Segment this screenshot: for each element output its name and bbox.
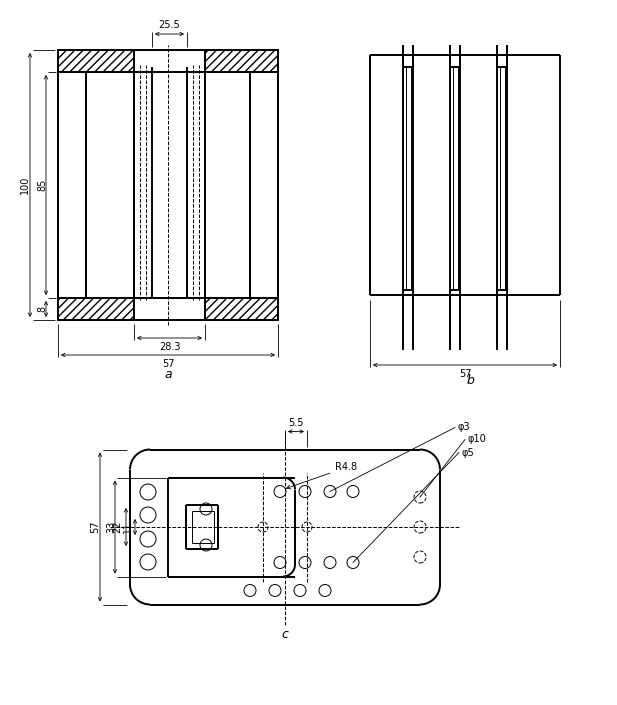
- Bar: [205, 50, 278, 72]
- Circle shape: [319, 584, 331, 596]
- Circle shape: [200, 503, 212, 515]
- Circle shape: [200, 539, 212, 551]
- Circle shape: [299, 556, 311, 568]
- Text: 8: 8: [37, 306, 47, 312]
- Text: 100: 100: [20, 176, 30, 194]
- Text: 57: 57: [90, 521, 100, 533]
- Circle shape: [414, 521, 426, 533]
- Circle shape: [302, 522, 312, 532]
- Text: φ5: φ5: [462, 448, 474, 458]
- Circle shape: [299, 486, 311, 498]
- Circle shape: [269, 584, 281, 596]
- Bar: [58, 50, 134, 72]
- Text: φ3: φ3: [458, 422, 471, 432]
- Bar: [58, 298, 134, 320]
- Bar: [58, 50, 134, 72]
- Text: 33: 33: [106, 521, 116, 533]
- Circle shape: [140, 531, 156, 547]
- Bar: [205, 298, 278, 320]
- Text: 11: 11: [123, 521, 132, 533]
- Bar: [58, 298, 134, 320]
- Text: 28.3: 28.3: [159, 342, 180, 352]
- Circle shape: [274, 556, 286, 568]
- Text: R4.8: R4.8: [286, 462, 357, 489]
- Text: 5.5: 5.5: [288, 417, 304, 427]
- Text: c: c: [281, 628, 288, 641]
- Circle shape: [140, 507, 156, 523]
- Circle shape: [324, 556, 336, 568]
- Circle shape: [140, 554, 156, 570]
- Circle shape: [294, 584, 306, 596]
- Circle shape: [347, 486, 359, 498]
- Text: 85: 85: [37, 179, 47, 191]
- Circle shape: [414, 491, 426, 503]
- Text: 57: 57: [459, 369, 471, 379]
- Circle shape: [347, 556, 359, 568]
- Circle shape: [258, 522, 268, 532]
- Text: b: b: [466, 374, 474, 386]
- Bar: [205, 50, 278, 72]
- Circle shape: [414, 551, 426, 563]
- Circle shape: [140, 484, 156, 500]
- Text: a: a: [164, 369, 172, 381]
- Text: 57: 57: [162, 359, 174, 369]
- Circle shape: [324, 486, 336, 498]
- Bar: [205, 298, 278, 320]
- Text: 22: 22: [112, 521, 122, 533]
- Text: φ10: φ10: [468, 434, 487, 444]
- Circle shape: [274, 486, 286, 498]
- Circle shape: [244, 584, 256, 596]
- Text: 25.5: 25.5: [159, 20, 180, 30]
